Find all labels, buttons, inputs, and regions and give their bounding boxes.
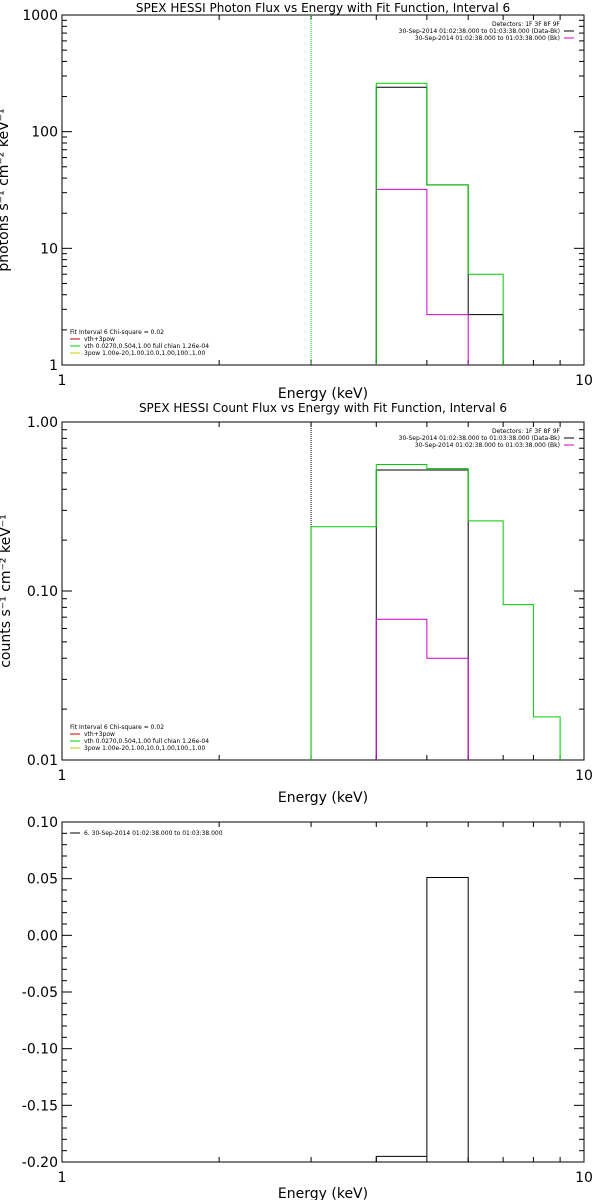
legend-entry: Fit Interval 6 Chi-square = 0.02 [70,724,164,731]
legend-entry: 3pow 1.00e-20,1.00,10.0,1.00,100.,1.00 [84,350,205,357]
y-tick-label: 0.01 [27,753,58,769]
y-tick-label: 1000 [22,8,58,24]
chart-panel-2: SPEX HESSI Count Flux vs Energy with Fit… [0,401,593,806]
x-tick-label: 10 [575,768,593,784]
x-axis-label: Energy (keV) [278,1186,368,1200]
chart-title: SPEX HESSI Count Flux vs Energy with Fit… [139,401,507,415]
series-line-3 [310,464,561,760]
x-axis-label: Energy (keV) [278,790,368,806]
legend-entry: Detectors: 1F 3F 8F 9F [492,428,561,435]
plot-frame [61,421,585,761]
legend-entry: vth 0.0270,0.504,1.00 full chian 1.26e-0… [84,738,209,745]
y-tick-label: 1.00 [27,415,58,431]
series-line-1 [375,86,504,365]
y-tick-label: -0.15 [22,1098,58,1114]
chart-panel-3: Energy (keV) 1 10 0.10 0.05 0.00 -0.05 -0.10 -0.… [22,815,593,1200]
x-tick-label: 1 [58,1170,67,1186]
y-tick-label: 0.10 [27,584,58,600]
y-tick-label: -0.20 [22,1155,58,1171]
x-tick-label: 1 [58,373,67,389]
legend-entry: 30-Sep-2014 01:02:38.000 to 01:03:38.000… [399,435,560,442]
series-line-1 [375,469,469,760]
series-line-3 [375,82,504,365]
legend-entry: 30-Sep-2014 01:02:38.000 to 01:03:38.000… [415,442,560,449]
y-tick-label: 0.10 [27,815,58,831]
legend-entry: vth 0.0270,0.504,1.00 full chian 1.26e-0… [84,343,209,350]
chart-title: SPEX HESSI Photon Flux vs Energy with Fi… [136,1,510,15]
x-tick-label: 10 [575,1170,593,1186]
series-line-2 [375,618,469,760]
chart-panel-1: SPEX HESSI Photon Flux vs Energy with Fi… [0,1,593,402]
series-line-1 [375,877,469,1162]
x-tick-label: 10 [575,373,593,389]
y-tick-label: 0.00 [27,928,58,944]
legend-entry: 30-Sep-2014 01:02:38.000 to 01:03:38.000… [399,28,560,35]
legend-entry: 6. 30-Sep-2014 01:02:38.000 to 01:03:38.… [84,830,223,837]
x-axis-label: Energy (keV) [278,386,368,402]
y-tick-label: 100 [31,125,58,141]
y-tick-label: 10 [40,241,58,257]
plot-frame [61,14,585,366]
plot-frame [61,821,585,1163]
series-line-2 [375,188,469,365]
legend-entry: 30-Sep-2014 01:02:38.000 to 01:03:38.000… [415,35,560,42]
y-tick-label: 0.05 [27,872,58,888]
y-axis-label: photons s⁻¹ cm⁻² keV⁻¹ [0,108,12,271]
y-tick-label: 1 [49,358,58,374]
y-tick-label: -0.05 [22,985,58,1001]
y-axis-label: counts s⁻¹ cm⁻² keV⁻¹ [0,514,14,668]
legend-entry: 3pow 1.00e-20,1.00,10.0,1.00,100.,1.00 [84,745,205,752]
legend-entry: Detectors: 1F 3F 8F 9F [492,21,561,28]
legend-entry: Fit Interval 6 Chi-square = 0.02 [70,329,164,336]
legend-entry: vth+3pow [84,336,115,343]
x-tick-label: 1 [58,768,67,784]
y-tick-label: -0.10 [22,1042,58,1058]
legend-entry: vth+3pow [84,731,115,738]
